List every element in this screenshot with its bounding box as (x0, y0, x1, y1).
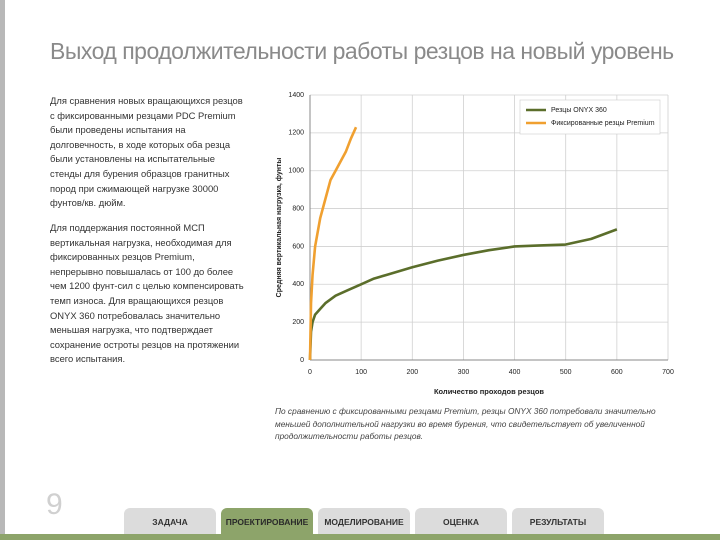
y-axis-label: Средняя вертикальная нагрузка, фунты (276, 158, 283, 298)
nav-tab[interactable]: ПРОЕКТИРОВАНИЕ (221, 508, 313, 535)
chart: 0 200 400 600 800 1000 1200 1400 0 100 200 300 400 50… (276, 92, 674, 396)
nav-tab[interactable]: РЕЗУЛЬТАТЫ (512, 508, 604, 535)
y-tick-label: 200 (292, 319, 304, 326)
legend-box (519, 99, 661, 135)
x-tick-label: 700 (662, 369, 674, 376)
x-tick-label: 500 (560, 369, 572, 376)
chart-caption: По сравнению с фиксированными резцами Pr… (275, 406, 656, 441)
x-axis-label: Количество проходов резцов (434, 387, 544, 396)
x-tick-label: 200 (406, 369, 418, 376)
nav-tab[interactable]: ЗАДАЧА (124, 508, 216, 535)
paragraph: Для сравнения новых вращающихся резцов с… (50, 95, 243, 209)
y-tick-label: 800 (292, 205, 304, 212)
legend-label: Фиксированные резцы Premium (551, 120, 655, 127)
y-tick-label: 400 (292, 281, 304, 288)
y-tick-label: 600 (292, 243, 304, 250)
y-tick-label: 1400 (288, 92, 304, 99)
nav-tab[interactable]: ОЦЕНКА (415, 508, 507, 535)
paragraph: Для поддержания постоянной МСП вертикаль… (50, 222, 244, 365)
y-tick-label: 1000 (288, 168, 304, 175)
y-tick-label: 1200 (288, 130, 304, 137)
x-tick-label: 300 (458, 369, 470, 376)
x-tick-label: 100 (355, 369, 367, 376)
series-line (308, 126, 358, 361)
x-tick-label: 400 (509, 369, 521, 376)
legend-label: Резцы ONYX 360 (551, 107, 607, 114)
y-tick-label: 0 (300, 357, 304, 364)
slide-title: Выход продолжительности работы резцов на… (50, 38, 674, 64)
nav-tab[interactable]: МОДЕЛИРОВАНИЕ (318, 508, 410, 535)
side-bar (0, 0, 5, 540)
series-line (308, 228, 618, 361)
x-tick-label: 0 (308, 369, 312, 376)
x-tick-label: 600 (611, 369, 623, 376)
bottom-bar (0, 534, 720, 540)
page-number: 9 (46, 488, 63, 521)
